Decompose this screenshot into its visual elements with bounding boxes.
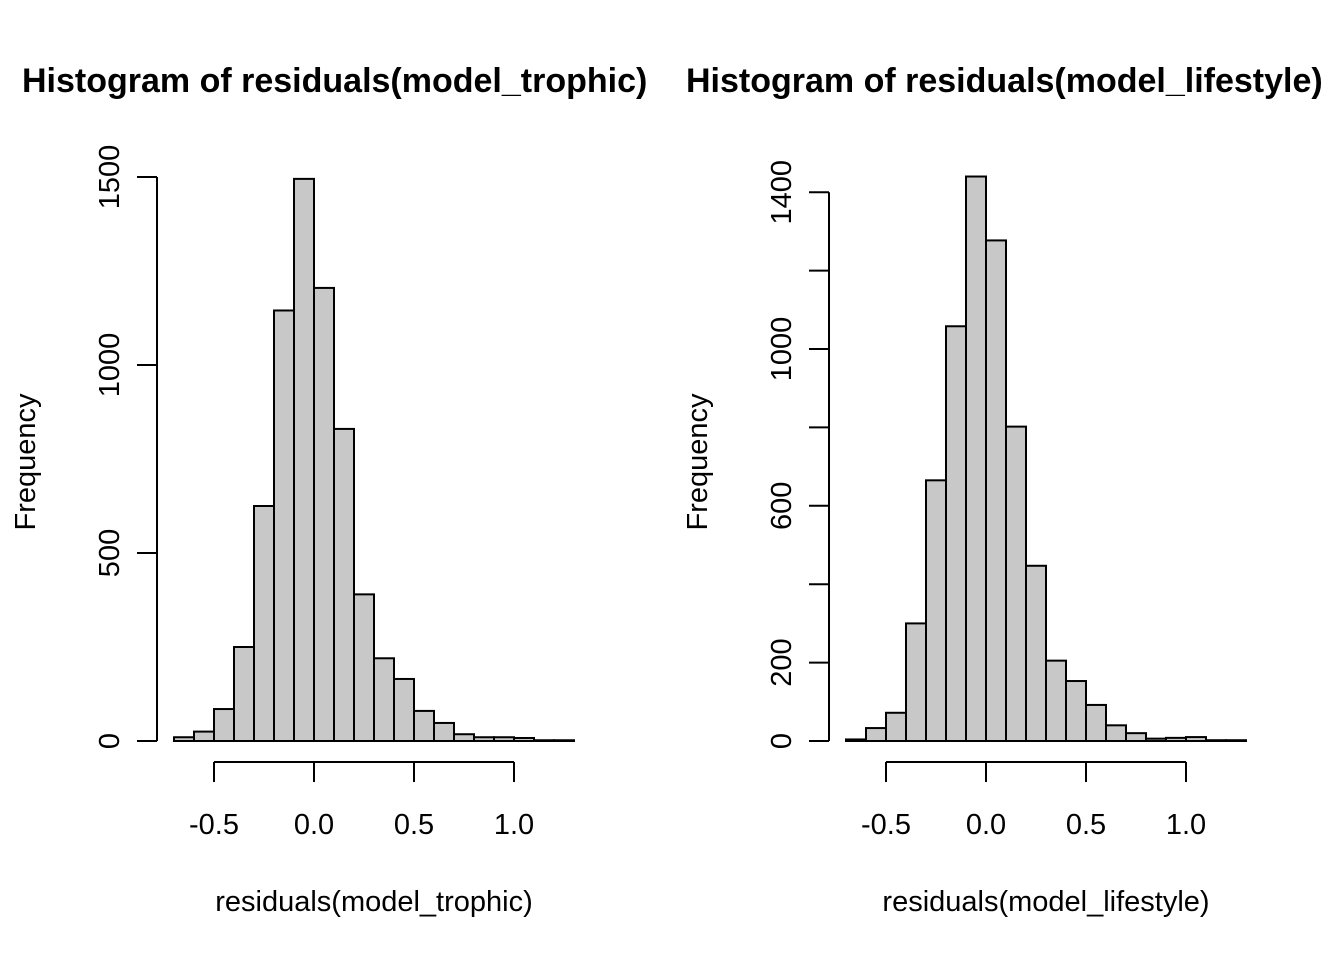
histogram-bar — [513, 736, 535, 743]
histogram-bar — [1145, 737, 1167, 743]
bars-group — [173, 177, 575, 743]
x-tick-label: 1.0 — [1166, 809, 1206, 841]
x-tick-label: 0.0 — [294, 809, 334, 841]
histogram-bar — [253, 505, 275, 742]
histogram-bar — [373, 657, 395, 743]
histogram-bar — [845, 738, 867, 743]
histogram-bar — [985, 239, 1007, 743]
histogram-bar — [313, 286, 335, 742]
y-tick-label: 600 — [766, 482, 798, 530]
histogram-bar — [1185, 736, 1207, 743]
histogram-bar — [273, 309, 295, 742]
y-tick-label: 0 — [94, 733, 126, 749]
histogram-bar — [925, 479, 947, 742]
y-tick-label: 200 — [766, 638, 798, 686]
histogram-bar — [1125, 732, 1147, 742]
x-axis-label: residuals(model_trophic) — [215, 886, 533, 918]
y-tick-label: 500 — [94, 529, 126, 577]
y-tick-label: 1000 — [766, 317, 798, 382]
x-tick-label: -0.5 — [189, 809, 239, 841]
histogram-bar — [1025, 564, 1047, 742]
histogram-bar — [1045, 659, 1067, 743]
bars-group — [845, 175, 1247, 743]
histogram-bar — [865, 727, 887, 743]
y-axis-label: Frequency — [10, 393, 42, 531]
histogram-bar — [533, 739, 555, 742]
histogram-bar — [965, 175, 987, 742]
histogram-bar — [1005, 425, 1027, 742]
x-axis-label: residuals(model_lifestyle) — [882, 886, 1209, 918]
y-tick-label: 1400 — [766, 160, 798, 225]
x-tick-label: -0.5 — [861, 809, 911, 841]
x-tick-label: 0.5 — [394, 809, 434, 841]
histogram-bar — [393, 677, 415, 743]
x-tick-label: 1.0 — [494, 809, 534, 841]
histogram-bar — [1205, 739, 1227, 743]
x-tick-label: 0.5 — [1066, 809, 1106, 841]
x-tick-label: 0.0 — [966, 809, 1006, 841]
histogram-bar — [905, 622, 927, 743]
histogram-bar — [333, 427, 355, 742]
histogram-bar — [1105, 724, 1127, 743]
histogram-bar — [193, 730, 215, 742]
x-axis: -0.5 0.0 0.5 1.0 — [861, 761, 1206, 841]
histogram-bar — [213, 708, 235, 742]
histogram-bar — [1165, 736, 1187, 743]
histogram-bar — [945, 325, 967, 742]
histogram-lifestyle-svg: Histogram of residuals(model_lifestyle) … — [682, 62, 1323, 918]
histogram-bar — [885, 711, 907, 743]
histogram-bar — [1065, 680, 1087, 742]
y-axis: 0 500 1000 1500 — [94, 145, 158, 749]
histogram-bar — [433, 721, 455, 743]
histogram-bar — [293, 177, 315, 742]
y-tick-label: 1500 — [94, 145, 126, 210]
histogram-bar — [1085, 703, 1107, 742]
histogram-bar — [353, 593, 375, 742]
histogram-bar — [413, 709, 435, 742]
histogram-bar — [173, 736, 195, 742]
histogram-bar — [233, 646, 255, 742]
histogram-bar — [1225, 739, 1247, 743]
y-tick-label: 1000 — [94, 333, 126, 398]
histogram-bar — [453, 733, 475, 742]
x-axis: -0.5 0.0 0.5 1.0 — [189, 761, 534, 841]
histogram-bar — [473, 736, 495, 742]
chart-title: Histogram of residuals(model_trophic) — [22, 62, 647, 100]
histogram-bar — [553, 739, 575, 742]
histogram-panel-lifestyle: Histogram of residuals(model_lifestyle) … — [672, 0, 1344, 960]
histogram-bar — [493, 736, 515, 742]
y-tick-label: 0 — [766, 733, 798, 749]
y-axis-label: Frequency — [682, 393, 714, 531]
y-axis: 0 200 600 1000 1400 — [766, 160, 830, 749]
histogram-panel-trophic: Histogram of residuals(model_trophic) 0 5… — [10, 62, 647, 918]
histogram-trophic-svg: Histogram of residuals(model_trophic) 0 5… — [10, 62, 647, 918]
chart-title: Histogram of residuals(model_lifestyle) — [686, 62, 1323, 100]
